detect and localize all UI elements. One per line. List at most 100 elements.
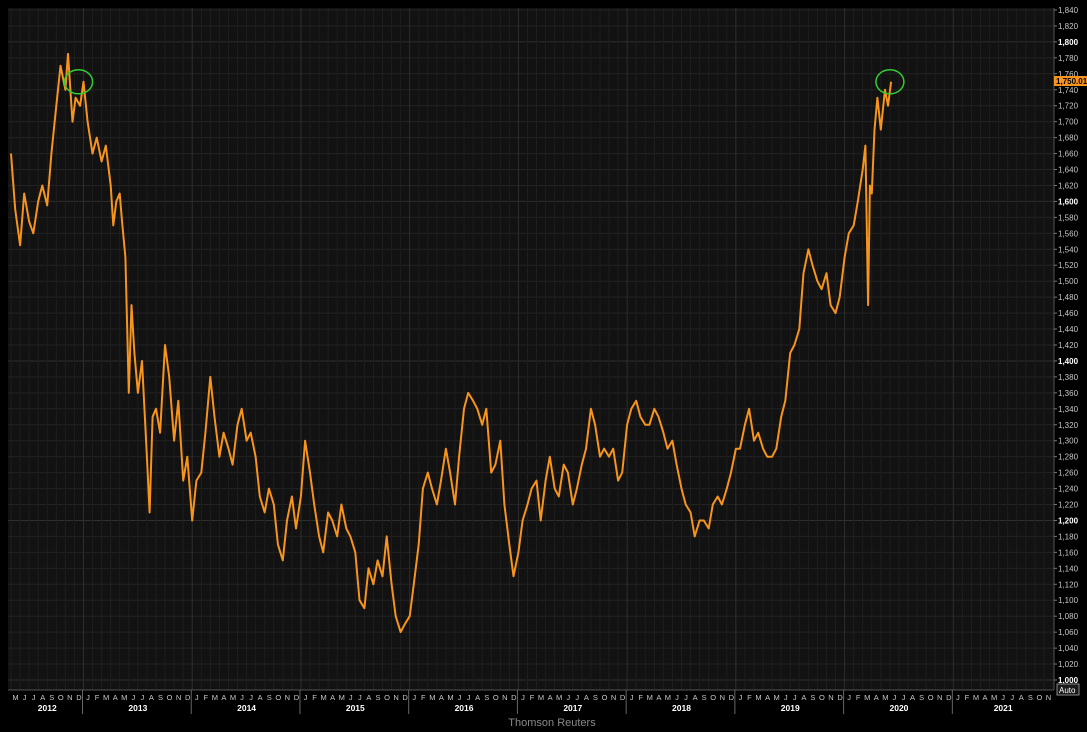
y-tick-label: 1,600 (1058, 197, 1079, 206)
month-label: A (40, 693, 45, 702)
month-label: D (946, 693, 952, 702)
month-label: J (675, 693, 679, 702)
month-label: N (502, 693, 507, 702)
month-label: A (366, 693, 371, 702)
last-value-label: 1,750.01 (1056, 77, 1087, 86)
y-tick-label: 1,720 (1058, 102, 1079, 111)
y-tick-label: 1,100 (1058, 596, 1079, 605)
vertical-gridlines (10, 8, 1045, 690)
y-tick-label: 1,380 (1058, 373, 1079, 382)
month-label: M (665, 693, 671, 702)
month-label: M (339, 693, 345, 702)
month-label: J (575, 693, 579, 702)
month-label: M (882, 693, 888, 702)
month-label: A (149, 693, 154, 702)
month-label: N (828, 693, 833, 702)
y-tick-label: 1,240 (1058, 485, 1079, 494)
y-tick-label: 1,440 (1058, 325, 1079, 334)
month-label: J (458, 693, 462, 702)
y-tick-label: 1,320 (1058, 421, 1079, 430)
month-label: J (793, 693, 797, 702)
month-label: A (1019, 693, 1024, 702)
year-label: 2014 (237, 703, 256, 713)
month-label: S (593, 693, 598, 702)
month-label: S (919, 693, 924, 702)
y-tick-label: 1,140 (1058, 564, 1079, 573)
month-label: O (710, 693, 716, 702)
month-label: A (765, 693, 770, 702)
month-label: M (538, 693, 544, 702)
month-label: F (965, 693, 970, 702)
y-tick-label: 1,420 (1058, 341, 1079, 350)
month-label: D (620, 693, 626, 702)
auto-scale-box (1056, 683, 1080, 696)
month-label: J (467, 693, 471, 702)
month-label: O (819, 693, 825, 702)
month-label: N (285, 693, 290, 702)
year-label: 2019 (781, 703, 800, 713)
year-label: 2013 (128, 703, 147, 713)
series-layer (10, 52, 893, 634)
month-label: M (121, 693, 127, 702)
auto-scale-label: Auto (1059, 686, 1076, 695)
month-label: N (67, 693, 72, 702)
y-tick-label: 1,780 (1058, 54, 1079, 63)
month-label: M (774, 693, 780, 702)
month-label: F (421, 693, 426, 702)
month-label: J (349, 693, 353, 702)
y-tick-label: 1,300 (1058, 437, 1079, 446)
month-label: J (195, 693, 199, 702)
month-label: A (874, 693, 879, 702)
month-label: M (103, 693, 109, 702)
y-tick-label: 1,740 (1058, 86, 1079, 95)
month-label: J (684, 693, 688, 702)
month-label: S (1028, 693, 1033, 702)
month-label: F (204, 693, 209, 702)
y-tick-label: 1,120 (1058, 580, 1079, 589)
month-label: O (384, 693, 390, 702)
last-value-box (1054, 76, 1087, 86)
month-label: A (693, 693, 698, 702)
annotation-layer (63, 69, 905, 95)
month-label: A (801, 693, 806, 702)
month-label: A (258, 693, 263, 702)
y-tick-label: 1,680 (1058, 134, 1079, 143)
month-label: N (937, 693, 942, 702)
y-tick-label: 1,280 (1058, 453, 1079, 462)
month-label: O (493, 693, 499, 702)
auto-scale-button[interactable]: Auto (1056, 683, 1080, 696)
highlight-circle (63, 69, 94, 95)
month-label: A (584, 693, 589, 702)
month-label: F (747, 693, 752, 702)
month-label: D (294, 693, 300, 702)
month-label: M (556, 693, 562, 702)
month-label: D (511, 693, 517, 702)
month-label: S (810, 693, 815, 702)
month-label: M (755, 693, 761, 702)
month-label: J (847, 693, 851, 702)
month-label: A (910, 693, 915, 702)
month-label: S (702, 693, 707, 702)
y-tick-label: 1,060 (1058, 628, 1079, 637)
y-tick-label: 1,840 (1058, 6, 1079, 15)
month-label: M (429, 693, 435, 702)
month-label: J (358, 693, 362, 702)
month-label: J (131, 693, 135, 702)
y-tick-label: 1,340 (1058, 405, 1079, 414)
month-label: O (928, 693, 934, 702)
month-label: S (375, 693, 380, 702)
month-label: M (320, 693, 326, 702)
y-tick-label: 1,620 (1058, 181, 1079, 190)
month-label: J (141, 693, 145, 702)
month-label: A (221, 693, 226, 702)
y-tick-label: 1,480 (1058, 293, 1079, 302)
month-label: J (630, 693, 634, 702)
y-tick-label: 1,660 (1058, 150, 1079, 159)
y-tick-label: 1,220 (1058, 501, 1079, 510)
month-label: J (1001, 693, 1005, 702)
month-label: J (23, 693, 27, 702)
month-label: D (185, 693, 191, 702)
year-label: 2015 (346, 703, 365, 713)
y-tick-label: 1,580 (1058, 213, 1079, 222)
